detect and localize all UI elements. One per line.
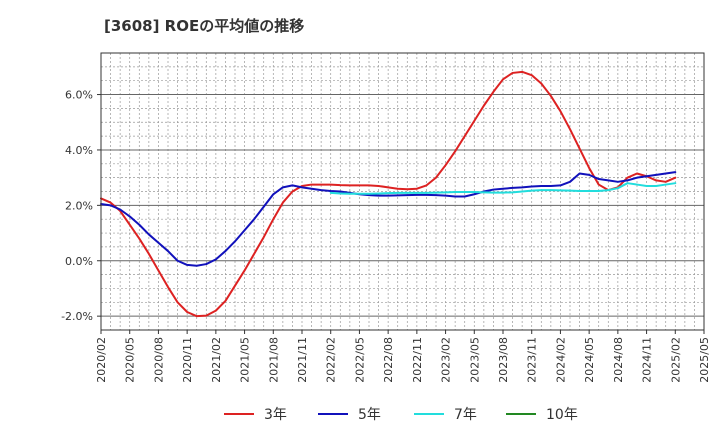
x-tick-label: 2024/08 (612, 337, 625, 383)
legend-label-1: 5年 (358, 407, 381, 423)
series-layer (100, 70, 677, 318)
x-tick-label: 2023/02 (440, 337, 453, 383)
x-tick-label: 2021/11 (296, 337, 309, 383)
y-tick-label: 4.0% (65, 144, 93, 157)
plot-frame (100, 52, 705, 331)
y-tick-label: -2.0% (61, 310, 93, 323)
y-tick-label: 0.0% (65, 255, 93, 268)
x-tick-label: 2020/11 (181, 337, 194, 383)
x-tick-label: 2025/02 (669, 337, 682, 383)
y-axis-ticks: -2.0% 0.0% 2.0% 4.0% 6.0% (61, 89, 101, 323)
series-line-1 (100, 171, 677, 267)
grid (101, 53, 704, 330)
x-tick-label: 2020/05 (124, 337, 137, 383)
y-tick-label: 6.0% (65, 89, 93, 102)
legend-label-3: 10年 (546, 407, 578, 423)
chart-title: [3608] ROEの平均値の推移 (104, 17, 304, 35)
x-tick-label: 2022/05 (353, 337, 366, 383)
x-tick-label: 2021/08 (267, 337, 280, 383)
x-tick-label: 2020/02 (95, 337, 108, 383)
y-tick-label: 2.0% (65, 199, 93, 212)
x-tick-label: 2022/08 (382, 337, 395, 383)
x-tick-label: 2025/05 (698, 337, 711, 383)
legend-label-2: 7年 (454, 407, 477, 423)
x-tick-label: 2023/08 (497, 337, 510, 383)
x-tick-label: 2022/11 (411, 337, 424, 383)
x-tick-label: 2023/11 (526, 337, 539, 383)
x-tick-label: 2024/02 (554, 337, 567, 383)
series-line-2 (329, 182, 677, 195)
x-tick-label: 2021/02 (210, 337, 223, 383)
x-tick-label: 2022/02 (325, 337, 338, 383)
x-tick-label: 2021/05 (239, 337, 252, 383)
series-line-0 (100, 70, 677, 318)
legend-label-0: 3年 (264, 407, 287, 423)
x-tick-label: 2020/08 (152, 337, 165, 383)
x-tick-label: 2024/11 (641, 337, 654, 383)
x-axis-ticks: 2020/02 2020/05 2020/08 2020/11 2021/02 2021/… (95, 330, 711, 383)
x-tick-label: 2024/05 (583, 337, 596, 383)
legend: 3年 5年 7年 10年 (224, 407, 578, 423)
x-tick-label: 2023/05 (468, 337, 481, 383)
